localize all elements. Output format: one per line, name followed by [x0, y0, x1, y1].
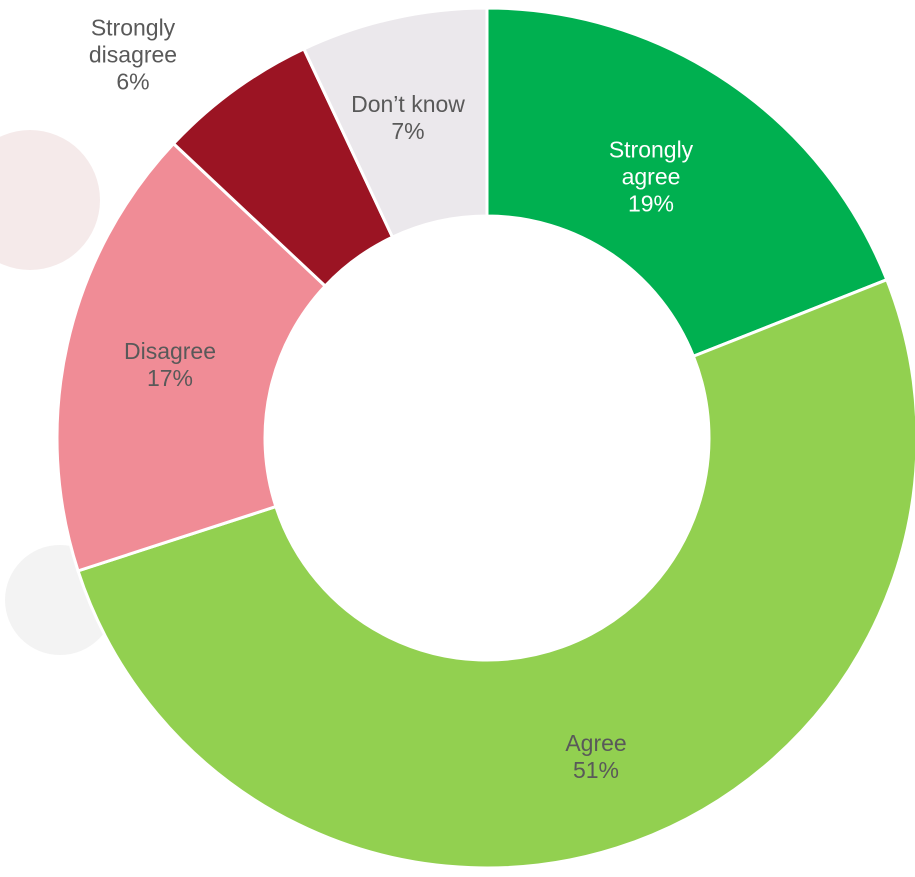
category-label: Strongly disagree — [83, 15, 183, 69]
category-label: Strongly agree — [596, 137, 706, 191]
category-label: Agree — [541, 730, 651, 757]
chart: Strongly agree19% Agree51% Disagree17% Stro… — [0, 0, 915, 877]
value-label: 6% — [83, 68, 183, 95]
value-label: 7% — [323, 118, 493, 145]
value-label: 51% — [541, 757, 651, 784]
category-label: Disagree — [110, 338, 230, 365]
category-label: Don’t know — [323, 91, 493, 118]
value-label: 17% — [110, 365, 230, 392]
value-label: 19% — [596, 190, 706, 217]
